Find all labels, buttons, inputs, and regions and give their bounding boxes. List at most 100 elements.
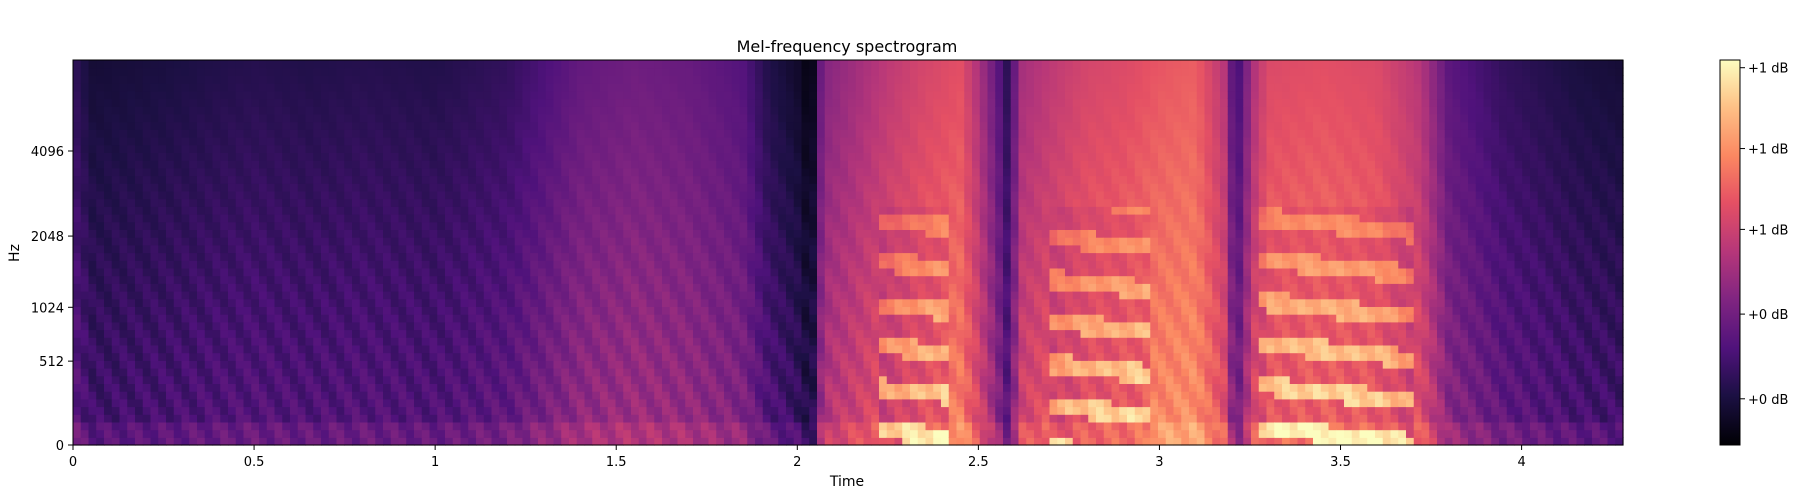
heatmap-cell — [786, 160, 795, 169]
heatmap-cell — [88, 337, 97, 346]
heatmap-cell — [96, 291, 105, 300]
heatmap-cell — [778, 137, 787, 146]
heatmap-cell — [778, 198, 787, 207]
heatmap-cell — [336, 368, 345, 377]
heatmap-cell — [158, 437, 167, 446]
heatmap-cell — [491, 113, 500, 123]
heatmap-cell — [197, 244, 206, 254]
heatmap-cell — [623, 113, 632, 123]
heatmap-cell — [390, 183, 400, 192]
heatmap-cell — [297, 437, 307, 446]
heatmap-cell — [383, 67, 392, 76]
heatmap-cell — [390, 352, 400, 361]
heatmap-cell — [615, 90, 624, 100]
heatmap-cell — [290, 298, 299, 307]
heatmap-cell — [181, 360, 190, 369]
heatmap-cell — [166, 344, 175, 354]
heatmap-cell — [429, 344, 438, 354]
heatmap-cell — [406, 106, 415, 115]
heatmap-cell — [212, 98, 221, 107]
heatmap-cell — [538, 291, 547, 300]
heatmap-cell — [677, 106, 686, 115]
heatmap-cell — [522, 267, 531, 277]
heatmap-cell — [700, 137, 710, 146]
heatmap-cell — [499, 83, 508, 92]
heatmap-cell — [662, 267, 671, 277]
heatmap-cell — [817, 152, 826, 161]
heatmap-cell — [793, 421, 803, 431]
heatmap-cell — [801, 414, 810, 423]
heatmap-cell — [607, 375, 617, 384]
heatmap-cell — [708, 144, 717, 153]
heatmap-cell — [576, 206, 586, 215]
heatmap-cell — [708, 314, 717, 323]
heatmap-cell — [305, 260, 314, 269]
heatmap-cell — [483, 275, 493, 284]
heatmap-cell — [747, 291, 756, 300]
heatmap-cell — [80, 98, 90, 107]
heatmap-cell — [762, 106, 772, 115]
heatmap-cell — [708, 275, 717, 284]
heatmap-cell — [305, 160, 314, 169]
heatmap-cell — [266, 321, 276, 331]
heatmap-cell — [181, 383, 190, 392]
heatmap-cell — [840, 344, 849, 354]
heatmap-cell — [832, 229, 841, 238]
heatmap-cell — [545, 260, 555, 269]
heatmap-cell — [197, 152, 206, 161]
heatmap-cell — [514, 344, 524, 354]
heatmap-cell — [437, 83, 446, 92]
heatmap-cell — [755, 291, 764, 300]
heatmap-cell — [429, 267, 438, 277]
heatmap-cell — [677, 360, 686, 369]
heatmap-cell — [685, 337, 694, 346]
heatmap-cell — [809, 237, 818, 246]
heatmap-cell — [755, 337, 764, 346]
heatmap-cell — [228, 75, 237, 84]
heatmap-cell — [538, 137, 547, 146]
heatmap-cell — [344, 206, 353, 215]
heatmap-cell — [514, 368, 524, 377]
heatmap-cell — [445, 144, 454, 153]
heatmap-cell — [468, 221, 477, 230]
heatmap-cell — [476, 198, 485, 207]
heatmap-cell — [305, 344, 314, 354]
heatmap-cell — [251, 152, 260, 161]
heatmap-cell — [290, 214, 299, 223]
heatmap-cell — [646, 398, 655, 408]
heatmap-cell — [522, 329, 531, 338]
heatmap-cell — [592, 398, 601, 408]
heatmap-cell — [770, 429, 779, 438]
heatmap-cell — [716, 152, 725, 161]
heatmap-cell — [282, 121, 291, 130]
heatmap-cell — [600, 121, 609, 130]
heatmap-cell — [111, 113, 121, 123]
heatmap-cell — [104, 214, 113, 223]
heatmap-cell — [321, 83, 330, 92]
heatmap-cell — [181, 429, 190, 438]
heatmap-cell — [809, 214, 818, 223]
heatmap-cell — [700, 167, 710, 177]
heatmap-cell — [290, 306, 299, 315]
heatmap-cell — [491, 352, 500, 361]
heatmap-cell — [801, 306, 810, 315]
heatmap-cell — [786, 314, 795, 323]
heatmap-cell — [693, 344, 702, 354]
heatmap-cell — [607, 414, 617, 423]
heatmap-cell — [429, 329, 438, 338]
heatmap-cell — [545, 60, 555, 69]
heatmap-cell — [313, 291, 322, 300]
heatmap-cell — [615, 83, 624, 92]
heatmap-cell — [817, 183, 826, 192]
heatmap-cell — [755, 406, 764, 415]
heatmap-cell — [142, 344, 152, 354]
heatmap-cell — [801, 60, 810, 69]
heatmap-cell — [173, 375, 183, 384]
heatmap-cell — [243, 137, 252, 146]
heatmap-cell — [793, 198, 803, 207]
heatmap-cell — [321, 214, 330, 223]
heatmap-cell — [615, 129, 624, 138]
heatmap-cell — [778, 260, 787, 269]
heatmap-cell — [731, 121, 741, 130]
heatmap-cell — [786, 329, 795, 338]
